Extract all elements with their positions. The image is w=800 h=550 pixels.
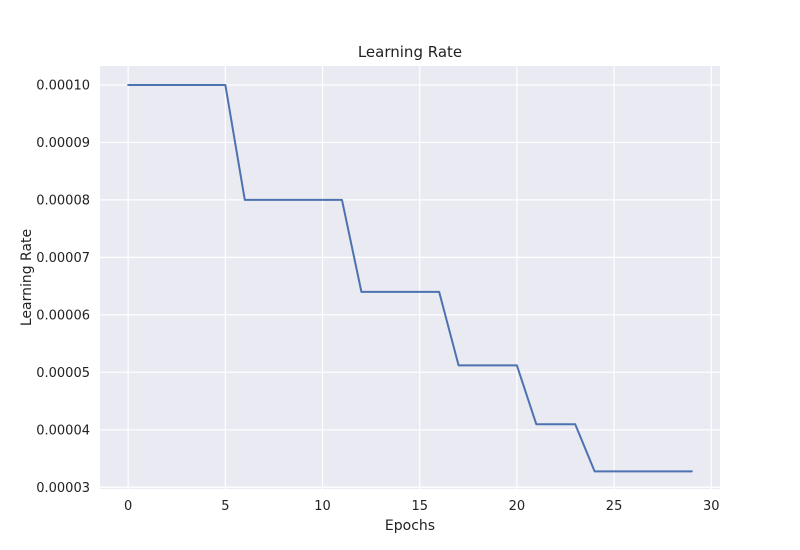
x-tick-label: 5 — [221, 499, 229, 514]
chart-title: Learning Rate — [358, 43, 462, 61]
x-tick-label: 20 — [509, 499, 526, 514]
y-tick-label: 0.00006 — [36, 308, 90, 323]
x-tick-label: 10 — [314, 499, 331, 514]
y-tick-label: 0.00003 — [36, 481, 90, 496]
y-tick-label: 0.00007 — [36, 251, 90, 266]
series-layer — [127, 83, 693, 473]
plot-area — [100, 66, 720, 489]
x-tick-label: 15 — [411, 499, 428, 514]
y-tick-label: 0.00005 — [36, 366, 90, 381]
y-tick-label: 0.00010 — [36, 78, 90, 93]
y-tick-label: 0.00008 — [36, 193, 90, 208]
x-axis-label: Epochs — [385, 518, 435, 534]
x-tick-label: 25 — [606, 499, 623, 514]
grid-lines — [100, 66, 720, 489]
learning-rate-line — [127, 83, 693, 473]
y-tick-label: 0.00009 — [36, 136, 90, 151]
y-tick-label: 0.00004 — [36, 423, 90, 438]
x-tick-label: 30 — [703, 499, 720, 514]
y-axis-label: Learning Rate — [19, 229, 35, 326]
tick-labels: 0 5 10 15 20 25 30 0.00003 0.00004 0.00005 0.00006… — [36, 78, 719, 514]
x-tick-label: 0 — [124, 499, 132, 514]
